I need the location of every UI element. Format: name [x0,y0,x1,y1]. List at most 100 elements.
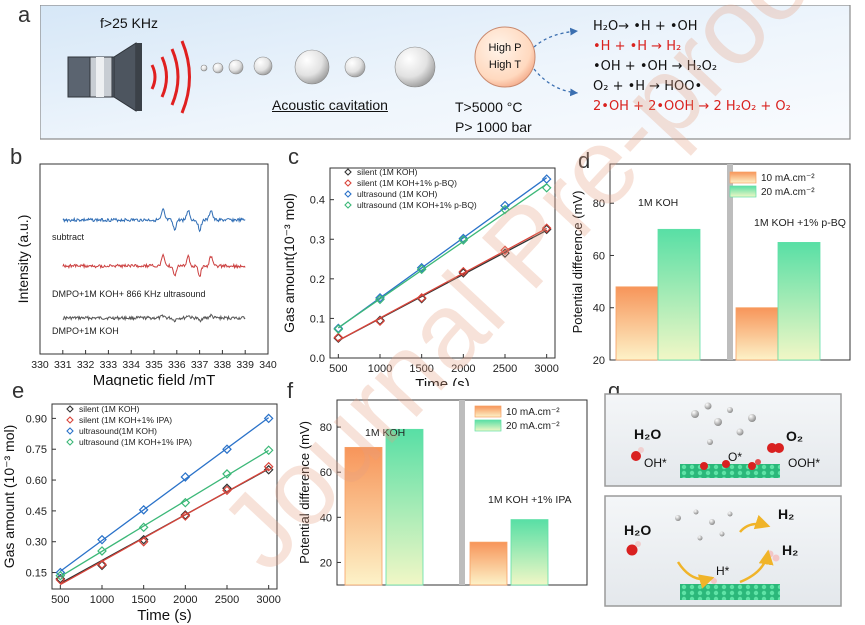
reaction-5: 2•OH + 2•OOH → 2 H₂O₂ + O₂ [593,99,791,114]
data-point [333,332,344,343]
data-point [138,534,149,545]
reaction-list: H₂O→ •H + •OH •H + •H → H₂ •OH + •OH → H₂O… [593,17,791,117]
data-point [500,204,510,215]
oh-intermediate-label: OH* [644,456,667,470]
y-tick-label: 40 [593,303,605,315]
spectrum-line [62,313,246,323]
y-tick-label: 0.60 [26,475,47,487]
molecule-icons [626,443,784,584]
bar [510,519,549,586]
bubble-pressure-label: High P [488,42,522,54]
legend-marker [66,438,74,446]
panel-label-d: d [578,148,591,173]
data-point [138,505,149,515]
data-point [180,497,191,508]
data-point [541,224,552,235]
oxygen-label: O₂ [786,428,804,444]
data-point [375,294,385,305]
x-tick-label: 332 [77,359,95,371]
data-point [541,223,552,234]
panel-d-chart: 20 40 60 80 Potential difference (mV) 1M KOH 1… [570,163,851,367]
data-point [500,200,510,211]
category-label: 1M KOH +1% IPA [488,494,572,506]
bar [344,446,383,586]
panel-b-chart: 330 331 332 333 334 335 336 337 338 339 340 Magneti… [15,163,277,386]
data-point [500,245,510,256]
fit-line-silent (1M KOH+1% IPA) [60,467,269,586]
y-tick-label: 60 [593,250,605,262]
bar [469,541,508,586]
panel-f-chart: 20 40 60 80 Potential difference (mV) 1M KOH 1… [297,399,588,586]
x-tick-label: 2000 [173,594,197,606]
plot-frame [329,167,556,359]
legend-swatch [729,185,757,198]
legend-label: 10 mA.cm⁻² [506,407,560,418]
ooh-intermediate-label: OOH* [788,456,821,470]
legend-marker [344,168,352,176]
legend-label: 20 mA.cm⁻² [761,187,815,198]
bar [615,286,659,361]
legend-label: ultrasound (1M KOH+1% p-BQ) [357,200,477,210]
x-tick-label: 330 [31,359,49,371]
legend-marker [344,201,352,209]
y-tick-label: 0.75 [26,444,47,456]
bar [657,228,701,361]
sound-waves-icon [150,40,191,114]
reaction-arrows-icon [676,514,774,589]
y-tick-label: 0.30 [26,537,47,549]
data-point [138,522,149,533]
legend-label: silent (1M KOH+1% IPA) [79,415,172,425]
x-axis-label: Time (s) [137,607,191,624]
x-tick-label: 339 [236,359,254,371]
cavitation-bubbles-icon [200,46,436,88]
catalyst-surface-top [680,464,780,478]
arrow-up-icon [533,27,579,48]
y-tick-label: 60 [320,467,332,479]
bubble-conditions: High P High T [481,40,529,74]
y-tick-label: 0.1 [310,313,325,325]
legend-swatch [729,171,757,184]
panel-g: H₂O O₂ OH* O* OOH* H₂O H* H₂ H₂ [600,392,865,625]
legend-label: ultrasound (1M KOH+1% IPA) [79,437,192,447]
y-tick-label: 0.4 [310,195,325,207]
ultrasound-transducer-icon [67,42,142,112]
x-tick-label: 333 [100,359,118,371]
hydrogen-label-lower: H₂ [782,542,799,558]
y-tick-label: 80 [320,422,332,434]
legend-label: silent (1M KOH+1% p-BQ) [357,178,457,188]
panel-a-graphic [40,5,851,140]
bubble-temperature-label: High T [488,59,522,71]
data-point [55,567,66,578]
y-axis-label: Potential difference (mV) [297,421,312,564]
data-point [458,233,469,244]
x-tick-label: 340 [259,359,277,371]
panel-g-graphic [604,393,842,607]
bar [777,242,821,361]
o-intermediate-label: O* [728,450,743,464]
y-tick-label: 0.45 [26,506,47,518]
spectrum-line [62,253,246,277]
h-intermediate-label: H* [716,564,730,578]
legend-marker [66,427,74,435]
x-tick-label: 1000 [368,363,392,375]
bar [385,428,424,586]
arrow-down-icon [533,68,579,97]
data-point [180,472,191,482]
catalyst-surface-bottom [680,584,780,600]
cavitation-label: Acoustic cavitation [272,97,388,113]
data-point [222,469,232,479]
legend-label: ultrasound(1M KOH) [79,426,157,436]
category-label: 1M KOH +1% p-BQ [754,217,846,229]
data-point [375,316,385,327]
x-tick-label: 2500 [493,363,517,375]
x-tick-label: 1500 [131,594,155,606]
x-tick-label: 2500 [215,594,239,606]
panel-label-c: c [288,144,299,169]
legend-marker [344,179,352,187]
spectrum-line [62,207,246,233]
fit-line-silent (1M KOH+1% p-BQ) [338,227,547,342]
data-point [180,511,191,521]
x-tick-label: 500 [51,594,69,606]
legend-swatch [474,419,502,432]
legend-marker [344,190,352,198]
